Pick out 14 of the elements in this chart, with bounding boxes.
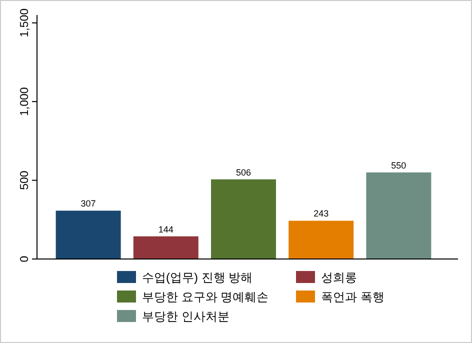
y-tick-label: 0	[19, 256, 31, 262]
legend-label: 수업(업무) 진행 방해	[142, 270, 253, 284]
legend-label: 부당한 인사처분	[142, 310, 230, 324]
legend-label: 부당한 요구와 명예훼손	[142, 290, 269, 304]
legend-label: 폭언과 폭행	[321, 290, 384, 304]
y-tick-label: 500	[19, 170, 31, 190]
y-tick-label: 1,500	[19, 8, 31, 38]
data-label: 506	[236, 167, 252, 178]
data-label: 144	[158, 224, 174, 234]
y-tick-label: 1,000	[19, 87, 31, 116]
data-label: 550	[391, 160, 406, 170]
data-label: 243	[314, 208, 329, 219]
legend-label: 성희롱	[321, 270, 357, 284]
data-label: 307	[80, 198, 96, 209]
